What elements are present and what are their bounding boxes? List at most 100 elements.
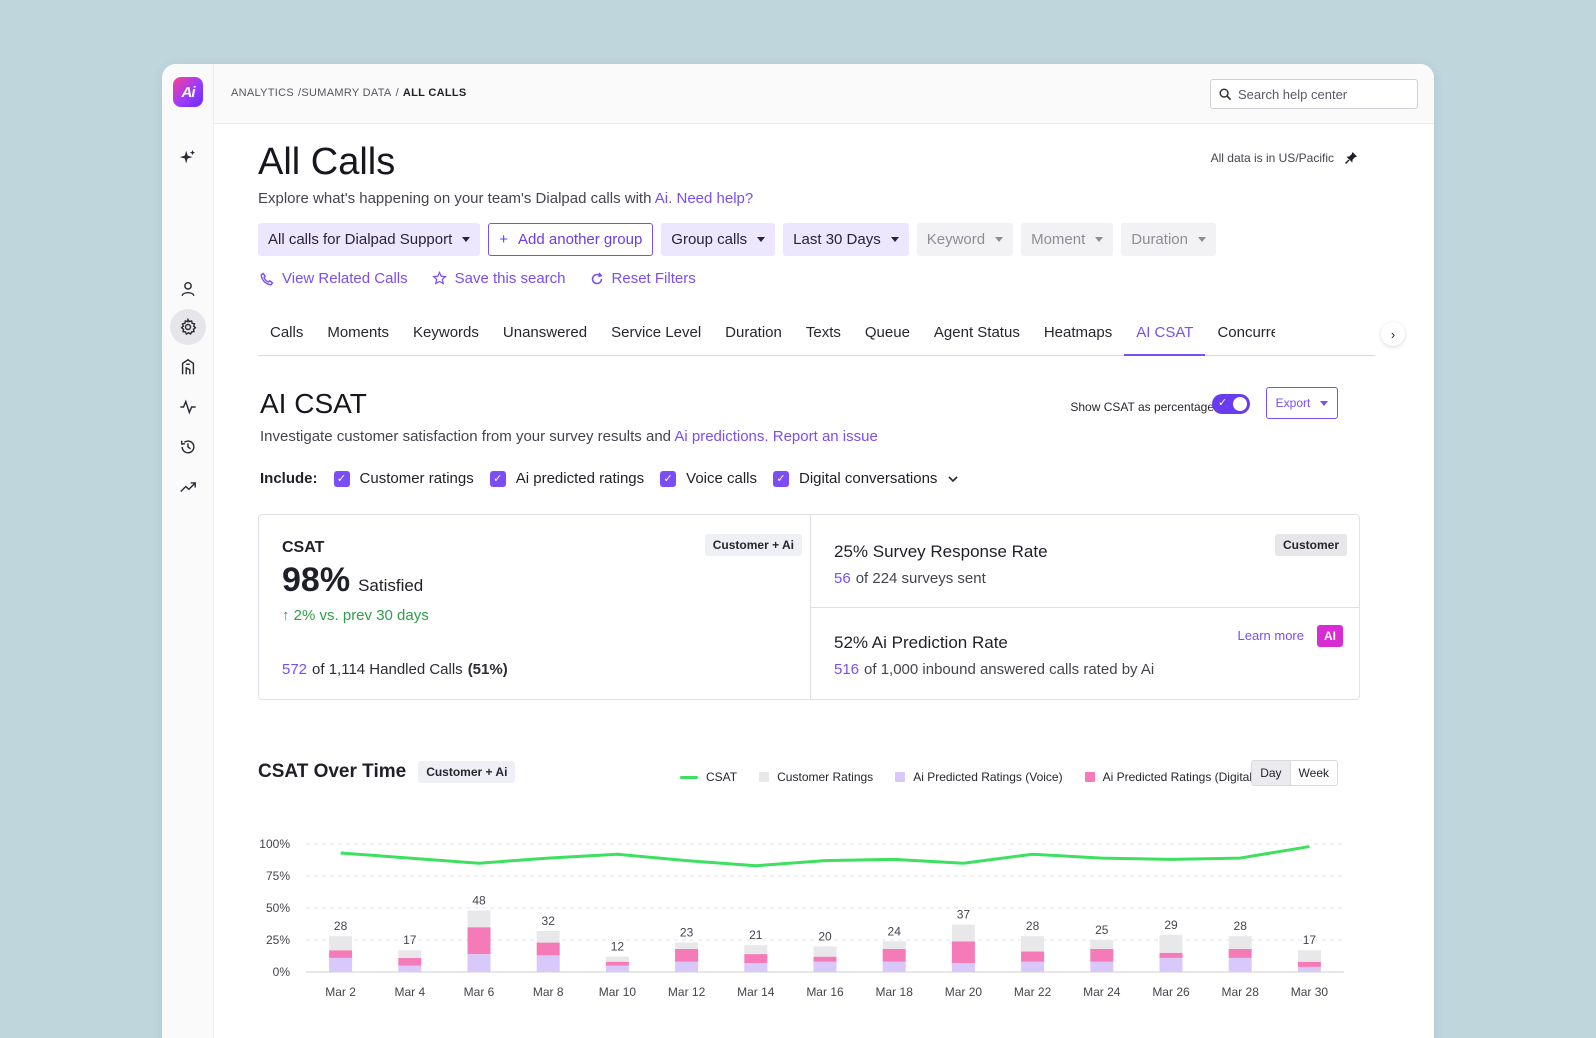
settings-gear-icon[interactable] <box>170 309 206 345</box>
survey-sent-row: 56 of 224 surveys sent <box>834 570 986 587</box>
keyword-dropdown[interactable]: Keyword <box>916 223 1014 256</box>
date-range-dropdown[interactable]: Last 30 Days <box>783 223 909 256</box>
tab-agent-status[interactable]: Agent Status <box>933 324 1020 341</box>
bar-value-label: 25 <box>1095 923 1109 937</box>
save-search-label: Save this search <box>454 270 566 287</box>
bar-segment <box>882 948 906 962</box>
bar-segment <box>951 941 975 964</box>
bar-segment <box>813 946 837 957</box>
pin-icon[interactable] <box>1344 151 1358 165</box>
legend-customer-swatch <box>759 772 770 782</box>
quick-links: View Related Calls Save this search Rese… <box>260 270 696 287</box>
bar-segment <box>1090 940 1114 949</box>
group-filter-dropdown[interactable]: All calls for Dialpad Support <box>258 223 481 256</box>
range-week-button[interactable]: Week <box>1298 766 1329 780</box>
ai-link[interactable]: Ai. <box>654 190 673 207</box>
tab-calls[interactable]: Calls <box>270 324 304 341</box>
search-icon <box>1219 87 1232 100</box>
legend-ai-voice: Ai Predicted Ratings (Voice) <box>895 770 1063 784</box>
chart-customer-ai-badge: Customer + Ai <box>418 761 516 783</box>
x-tick-label: Mar 12 <box>668 985 706 999</box>
trending-up-icon[interactable] <box>170 469 206 505</box>
group-calls-dropdown[interactable]: Group calls <box>661 223 776 256</box>
page-title: All Calls <box>258 141 396 183</box>
ai-rated-text: of 1,000 inbound answered calls rated by… <box>864 661 1155 678</box>
breadcrumb-separator: / <box>395 87 399 99</box>
tab-heatmaps[interactable]: Heatmaps <box>1043 324 1113 341</box>
bar-segment <box>1297 961 1321 967</box>
tab-unanswered[interactable]: Unanswered <box>502 324 588 341</box>
digital-conversations-checkbox[interactable]: ✓ Digital conversations <box>773 470 959 487</box>
activity-pulse-icon[interactable] <box>170 389 206 425</box>
bar-segment <box>536 931 560 943</box>
csat-line <box>340 845 1310 868</box>
customer-badge: Customer <box>1274 534 1347 556</box>
tab-ai-csat[interactable]: AI CSAT <box>1124 314 1206 356</box>
bar-segment <box>1021 951 1045 962</box>
ai-prediction-title: 52% Ai Prediction Rate <box>834 633 1008 652</box>
help-search-input[interactable] <box>1238 86 1408 102</box>
duration-label: Duration <box>1131 231 1188 248</box>
bar-segment <box>605 961 629 966</box>
bar-segment <box>744 945 768 955</box>
sparkle-icon[interactable] <box>170 140 206 176</box>
voice-calls-checkbox[interactable]: ✓ Voice calls <box>660 470 757 487</box>
breadcrumb-summary-data[interactable]: /SUMAMRY DATA <box>298 87 392 99</box>
csat-percentage-toggle[interactable]: ✓ <box>1212 394 1250 414</box>
tab-moments[interactable]: Moments <box>327 324 390 341</box>
chevron-down-icon[interactable] <box>947 473 959 485</box>
x-tick-label: Mar 26 <box>1152 985 1190 999</box>
tab-service-level[interactable]: Service Level <box>611 324 702 341</box>
x-tick-label: Mar 24 <box>1083 985 1121 999</box>
help-search-box[interactable] <box>1210 79 1418 109</box>
x-tick-label: Mar 2 <box>325 985 356 999</box>
ai-predicted-ratings-checkbox[interactable]: ✓ Ai predicted ratings <box>489 470 644 487</box>
top-bar: ANALYTICS /SUMAMRY DATA / ALL CALLS <box>214 64 1434 124</box>
need-help-link[interactable]: Need help? <box>676 190 754 207</box>
x-tick-label: Mar 4 <box>394 985 425 999</box>
handled-calls-count[interactable]: 572 <box>282 661 308 678</box>
customer-ratings-checkbox[interactable]: ✓ Customer ratings <box>333 470 474 487</box>
chevron-right-icon[interactable]: › <box>1381 322 1405 346</box>
app-window: Ai ANALYTICS /SUMAMRY DATA / ALL CALLS <box>162 64 1434 1038</box>
range-day-button[interactable]: Day <box>1252 761 1291 785</box>
add-group-button[interactable]: + Add another group <box>488 223 654 256</box>
voice-calls-label: Voice calls <box>686 470 758 487</box>
learn-more-link[interactable]: Learn more <box>1237 628 1304 643</box>
bar-segment <box>467 927 491 955</box>
routing-icon[interactable] <box>170 349 206 385</box>
bar-value-label: 28 <box>1234 919 1248 933</box>
duration-dropdown[interactable]: Duration <box>1121 223 1216 256</box>
ai-rated-count[interactable]: 516 <box>834 661 860 678</box>
chevron-down-icon <box>1095 237 1104 242</box>
tab-keywords[interactable]: Keywords <box>413 324 479 341</box>
report-issue-link[interactable]: Report an issue <box>772 428 878 445</box>
export-button[interactable]: Export <box>1266 387 1338 419</box>
history-icon[interactable] <box>170 429 206 465</box>
reset-filters-link[interactable]: Reset Filters <box>590 270 696 287</box>
bar-segment <box>1090 948 1114 962</box>
bar-segment <box>675 961 699 972</box>
bar-segment <box>813 956 837 962</box>
include-label: Include: <box>260 470 318 487</box>
group-calls-label: Group calls <box>671 231 748 248</box>
moment-dropdown[interactable]: Moment <box>1021 223 1114 256</box>
bar-segment <box>329 957 353 972</box>
surveys-count[interactable]: 56 <box>834 570 851 587</box>
tab-texts[interactable]: Texts <box>805 324 841 341</box>
bar-value-label: 12 <box>611 940 625 954</box>
chart-header: CSAT Over Time Customer + Ai <box>258 761 516 783</box>
ai-predictions-link[interactable]: Ai predictions. <box>674 428 769 445</box>
tab-concurrency[interactable]: Concurre <box>1217 324 1276 341</box>
view-related-calls-link[interactable]: View Related Calls <box>260 270 408 287</box>
breadcrumb-analytics[interactable]: ANALYTICS <box>231 87 295 99</box>
csat-percentage-label: Show CSAT as percentage <box>1070 400 1214 414</box>
tab-queue[interactable]: Queue <box>864 324 910 341</box>
user-icon[interactable] <box>170 271 206 307</box>
save-search-link[interactable]: Save this search <box>431 270 566 287</box>
app-logo[interactable]: Ai <box>173 77 203 107</box>
tab-duration[interactable]: Duration <box>725 324 782 341</box>
include-filters: Include: ✓ Customer ratings ✓ Ai predicted… <box>260 470 959 487</box>
chart-title: CSAT Over Time <box>258 761 407 782</box>
bar-value-label: 21 <box>749 928 763 942</box>
